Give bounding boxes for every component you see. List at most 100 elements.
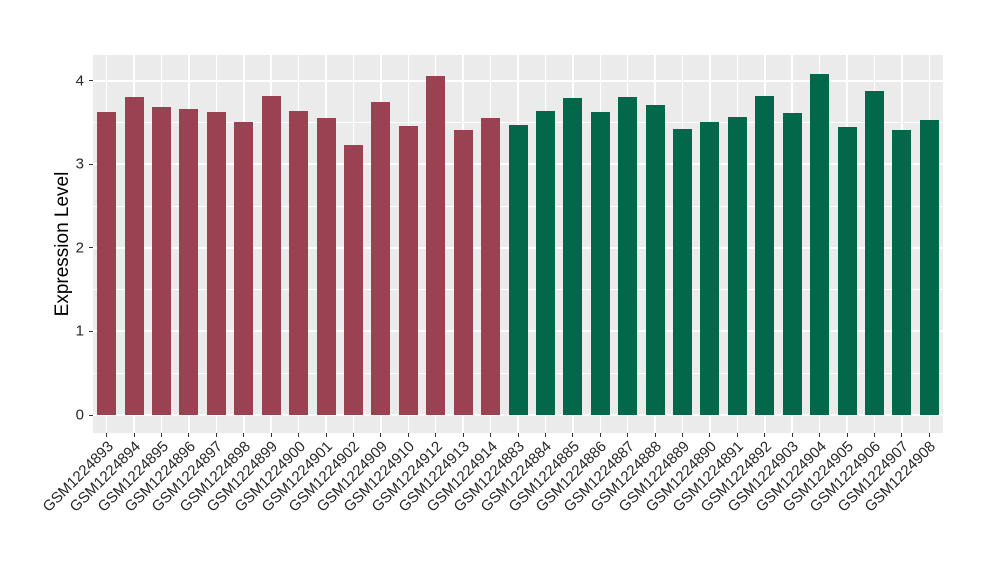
x-tick-mark	[654, 433, 656, 437]
x-tick-label: GSM1224892	[697, 437, 775, 516]
y-tick-label: 4	[75, 72, 84, 90]
x-tick-mark	[270, 433, 272, 437]
bar-GSM1224914	[481, 118, 501, 415]
x-tick-mark	[627, 433, 629, 437]
x-tick-label: GSM1224906	[806, 437, 885, 516]
x-tick-label: GSM1224902	[285, 437, 364, 516]
x-tick-mark	[352, 433, 354, 437]
x-tick-mark	[106, 433, 108, 437]
x-tick-mark	[188, 433, 190, 437]
bar-GSM1224908	[919, 119, 939, 415]
x-tick-label: GSM1224891	[669, 437, 748, 516]
x-tick-mark	[380, 433, 382, 437]
x-tick-mark	[243, 433, 245, 437]
x-tick-label: GSM1224908	[861, 437, 940, 516]
bar-GSM1224896	[179, 109, 199, 415]
x-tick-label: GSM1224893	[39, 437, 117, 516]
bar-GSM1224897	[206, 112, 226, 415]
x-tick-mark	[928, 433, 930, 437]
bar-GSM1224895	[152, 107, 172, 415]
bar-GSM1224893	[97, 111, 117, 415]
x-tick-mark	[764, 433, 766, 437]
x-tick-label: GSM1224899	[203, 437, 282, 516]
x-tick-mark	[517, 433, 519, 437]
x-tick-label: GSM1224894	[66, 437, 145, 516]
x-tick-label: GSM1224912	[368, 437, 446, 516]
bar-GSM1224894	[124, 97, 144, 415]
x-tick-label: GSM1224886	[532, 437, 611, 516]
y-axis-title: Expression Level	[52, 171, 73, 317]
x-tick-mark	[901, 433, 903, 437]
bar-GSM1224884	[535, 110, 555, 415]
bar-GSM1224885	[563, 98, 583, 415]
x-tick-label: GSM1224905	[779, 437, 858, 516]
x-tick-label: GSM1224888	[587, 437, 666, 516]
x-tick-label: GSM1224907	[834, 437, 912, 516]
bar-GSM1224906	[864, 90, 884, 415]
x-tick-label: GSM1224913	[395, 437, 474, 516]
x-tick-label: GSM1224903	[724, 437, 803, 516]
bar-GSM1224892	[755, 95, 775, 415]
x-tick-mark	[736, 433, 738, 437]
x-tick-mark	[709, 433, 711, 437]
x-tick-label: GSM1224909	[313, 437, 391, 516]
x-tick-mark	[462, 433, 464, 437]
bar-GSM1224890	[700, 121, 720, 415]
gridline-major	[93, 79, 943, 82]
x-tick-mark	[161, 433, 163, 437]
x-tick-mark	[407, 433, 409, 437]
x-tick-label: GSM1224897	[148, 437, 227, 516]
x-tick-label: GSM1224898	[176, 437, 254, 516]
x-tick-mark	[819, 433, 821, 437]
x-tick-mark	[215, 433, 217, 437]
x-tick-label: GSM1224895	[94, 437, 172, 516]
x-tick-mark	[133, 433, 135, 437]
x-tick-label: GSM1224914	[423, 437, 501, 516]
y-tick-label: 2	[75, 239, 84, 257]
bar-GSM1224887	[618, 97, 638, 415]
bar-GSM1224891	[727, 117, 747, 415]
bar-GSM1224901	[316, 118, 336, 415]
x-tick-mark	[846, 433, 848, 437]
x-tick-mark	[599, 433, 601, 437]
x-tick-mark	[791, 433, 793, 437]
gridline-major	[93, 414, 943, 416]
x-tick-label: GSM1224883	[450, 437, 529, 516]
y-tick-label: 3	[75, 155, 84, 173]
bar-GSM1224886	[590, 112, 610, 415]
x-tick-label: GSM1224890	[642, 437, 720, 516]
x-tick-mark	[873, 433, 875, 437]
bar-GSM1224903	[782, 113, 802, 415]
bar-GSM1224912	[426, 75, 446, 415]
bar-GSM1224898	[234, 121, 254, 415]
y-tick-label: 1	[75, 322, 84, 340]
x-tick-mark	[490, 433, 492, 437]
bar-GSM1224904	[810, 73, 830, 415]
gridline-minor	[93, 121, 943, 123]
bar-GSM1224907	[892, 129, 912, 415]
x-tick-label: GSM1224910	[340, 437, 419, 516]
x-tick-label: GSM1224904	[752, 437, 830, 516]
bar-GSM1224899	[261, 95, 281, 415]
bar-GSM1224905	[837, 126, 857, 415]
x-tick-mark	[435, 433, 437, 437]
x-tick-label: GSM1224884	[477, 437, 556, 516]
bar-GSM1224913	[453, 129, 473, 415]
x-tick-mark	[572, 433, 574, 437]
x-tick-label: GSM1224887	[560, 437, 638, 516]
x-tick-label: GSM1224901	[258, 437, 337, 516]
plot-panel	[93, 55, 943, 433]
bar-GSM1224909	[371, 102, 391, 415]
bar-GSM1224900	[289, 110, 309, 415]
x-tick-mark	[298, 433, 300, 437]
x-tick-label: GSM1224896	[121, 437, 199, 516]
x-tick-mark	[682, 433, 684, 437]
y-tick-label: 0	[75, 406, 84, 424]
bar-GSM1224902	[343, 144, 363, 415]
x-tick-label: GSM1224889	[615, 437, 693, 516]
x-tick-label: GSM1224885	[505, 437, 583, 516]
x-tick-label: GSM1224900	[231, 437, 309, 516]
bar-GSM1224888	[645, 104, 665, 415]
x-tick-mark	[325, 433, 327, 437]
